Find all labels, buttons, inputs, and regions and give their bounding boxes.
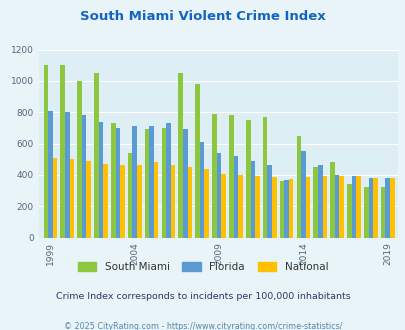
Bar	[317, 166, 322, 238]
Bar	[212, 114, 216, 238]
Bar	[245, 120, 250, 238]
Bar	[171, 166, 175, 238]
Bar	[339, 176, 343, 238]
Bar	[204, 169, 209, 238]
Bar	[65, 112, 69, 238]
Bar	[132, 126, 136, 238]
Bar	[267, 166, 271, 238]
Bar	[284, 180, 288, 238]
Bar	[199, 142, 204, 238]
Bar	[43, 65, 48, 238]
Bar	[330, 162, 334, 238]
Bar	[301, 151, 305, 238]
Bar	[187, 167, 192, 238]
Bar	[53, 158, 57, 238]
Bar	[271, 177, 276, 238]
Text: Crime Index corresponds to incidents per 100,000 inhabitants: Crime Index corresponds to incidents per…	[55, 292, 350, 301]
Bar	[334, 175, 339, 238]
Bar	[103, 164, 108, 238]
Bar	[351, 177, 356, 238]
Bar	[233, 156, 238, 238]
Bar	[136, 166, 141, 238]
Bar	[389, 178, 394, 238]
Bar	[254, 177, 259, 238]
Bar	[262, 117, 267, 238]
Bar	[115, 128, 120, 238]
Bar	[153, 162, 158, 238]
Bar	[149, 126, 153, 238]
Bar	[111, 123, 115, 238]
Bar	[178, 73, 183, 238]
Text: © 2025 CityRating.com - https://www.cityrating.com/crime-statistics/: © 2025 CityRating.com - https://www.city…	[64, 322, 341, 330]
Bar	[221, 174, 225, 238]
Bar	[98, 121, 103, 238]
Bar	[368, 178, 372, 238]
Bar	[380, 187, 384, 238]
Bar	[69, 159, 74, 238]
Bar	[145, 129, 149, 238]
Bar	[238, 175, 242, 238]
Bar	[346, 184, 351, 238]
Bar	[363, 187, 368, 238]
Bar	[48, 111, 53, 238]
Bar	[288, 179, 293, 238]
Bar	[195, 84, 199, 238]
Bar	[60, 65, 65, 238]
Bar	[161, 128, 166, 238]
Bar	[82, 115, 86, 238]
Bar	[322, 177, 326, 238]
Bar	[279, 181, 283, 238]
Bar	[216, 153, 221, 238]
Bar	[94, 73, 98, 238]
Bar	[120, 166, 124, 238]
Bar	[356, 176, 360, 238]
Bar	[313, 167, 317, 238]
Text: South Miami Violent Crime Index: South Miami Violent Crime Index	[80, 10, 325, 23]
Bar	[250, 161, 254, 238]
Bar	[305, 177, 309, 238]
Legend: South Miami, Florida, National: South Miami, Florida, National	[73, 258, 332, 276]
Bar	[77, 81, 82, 238]
Bar	[296, 136, 301, 238]
Bar	[372, 178, 377, 238]
Bar	[86, 161, 91, 238]
Bar	[228, 115, 233, 238]
Bar	[166, 123, 171, 238]
Bar	[128, 153, 132, 238]
Bar	[384, 178, 389, 238]
Bar	[183, 129, 187, 238]
